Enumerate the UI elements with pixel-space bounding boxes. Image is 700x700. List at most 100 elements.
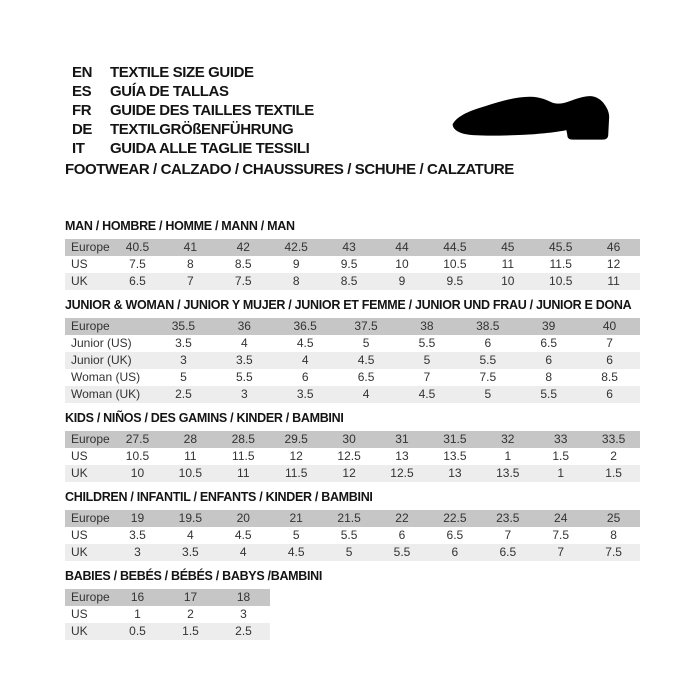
size-value: 13 [395,449,409,463]
size-value: 24 [554,511,568,525]
size-value: 7.5 [234,274,252,288]
size-value: 21 [289,511,303,525]
size-value: 32 [501,432,515,446]
size-value: 11.5 [284,466,308,480]
table-row: US 1 2 3 [65,606,270,623]
size-value: 6 [398,528,406,542]
size-value: 7.5 [552,528,570,542]
size-value: 11.5 [232,449,255,463]
language-code: DE [72,121,93,138]
row-label: US [71,449,88,463]
table-row: Europe 40.5 41 42 42.5 43 44 44.5 45 45.5 46 [65,239,640,256]
size-table-title: JUNIOR & WOMAN / JUNIOR Y MUJER / JUNIOR… [65,298,632,312]
size-value: 11 [184,449,197,463]
size-value: 44 [395,240,409,254]
size-value: 10 [395,257,409,271]
size-table-title: CHILDREN / INFANTIL / ENFANTS / KINDER /… [65,490,373,504]
size-value: 4.5 [234,528,252,542]
size-value: 6 [606,387,613,401]
size-value: 3 [134,545,141,559]
size-value: 3.5 [182,545,199,559]
row-label: Junior (UK) [71,353,132,367]
size-value: 8 [292,274,300,288]
size-value: 2 [187,607,194,621]
size-value: 10 [130,466,145,480]
size-value: 1 [557,466,565,480]
size-value: 1.5 [552,449,570,463]
row-label: Europe [71,590,110,604]
size-value: 31 [395,432,409,446]
size-value: 40.5 [125,240,150,254]
size-table-section: CHILDREN / INFANTIL / ENFANTS / KINDER /… [65,491,640,561]
row-label: US [71,607,88,621]
size-value: 2.5 [235,624,252,638]
language-label: GUÍA DE TALLAS [110,83,229,100]
language-label: TEXTILGRÖßENFÜHRUNG [110,121,294,138]
row-label: UK [71,624,88,638]
row-label: US [71,528,88,542]
size-value: 6.5 [499,545,517,559]
table-row: Junior (US) 3.5 4 4.5 5 5.5 6 6.5 7 [65,335,640,352]
size-value: 3.5 [175,336,192,350]
row-label: Europe [71,511,110,525]
size-value: 4.5 [287,545,305,559]
size-value: 22 [395,511,409,525]
size-value: 17 [183,590,198,604]
size-value: 12.5 [390,466,414,480]
size-value: 8 [610,528,617,542]
table-row: UK 0.5 1.5 2.5 [65,623,270,640]
size-value: 10.5 [178,466,203,480]
size-value: 12 [289,449,303,463]
size-value: 7 [557,545,565,559]
size-value: 19 [130,511,145,525]
size-value: 3 [240,607,247,621]
size-value: 1.5 [605,466,622,480]
row-label: Europe [71,432,110,446]
size-value: 45 [501,240,515,254]
size-value: 36 [237,319,251,333]
size-value: 4 [240,336,248,350]
size-value: 4 [187,528,194,542]
size-value: 5 [180,370,187,384]
size-value: 5.5 [393,545,411,559]
size-value: 31.5 [443,432,467,446]
size-value: 28 [183,432,198,446]
size-value: 4 [239,545,247,559]
size-value: 36.5 [293,319,317,333]
size-value: 13.5 [443,449,467,463]
size-table: Europe 40.5 41 42 42.5 43 44 44.5 45 45.5 46 US 7.5 8… [65,239,640,290]
language-code: IT [72,140,85,157]
language-row: DE TEXTILGRÖßENFÜHRUNG [72,120,314,139]
size-value: 4 [362,387,370,401]
size-table: Europe 27.5 28 28.5 29.5 30 31 31.5 32 33 33.5 US 10… [65,431,640,482]
row-label: UK [71,466,88,480]
size-value: 10.5 [549,274,573,288]
size-value: 42 [236,240,250,254]
size-value: 21.5 [337,511,361,525]
language-code: FR [72,102,92,119]
table-row: Europe 19 19.5 20 21 21.5 22 22.5 23.5 24 25 [65,510,640,527]
size-value: 5.5 [235,370,253,384]
size-value: 5 [423,353,431,367]
size-value: 33.5 [601,432,626,446]
size-value: 6.5 [357,370,375,384]
size-value: 19.5 [178,511,203,525]
table-row: US 3.5 4 4.5 5 5.5 6 6.5 7 7.5 8 [65,527,640,544]
row-label: UK [71,274,88,288]
size-value: 4.5 [357,353,375,367]
size-value: 8 [545,370,553,384]
language-label: GUIDE DES TAILLES TEXTILE [110,102,314,119]
table-row: Europe 16 17 18 [65,589,270,606]
size-value: 5 [292,528,300,542]
table-row: Europe 27.5 28 28.5 29.5 30 31 31.5 32 33 33.5 [65,431,640,448]
size-value: 6.5 [446,528,464,542]
size-value: 33 [554,432,568,446]
size-value: 5.5 [418,336,436,350]
size-table: Europe 19 19.5 20 21 21.5 22 22.5 23.5 24 25 US 3.5 4… [65,510,640,561]
size-value: 7 [606,336,613,350]
row-label: Woman (UK) [71,387,141,401]
size-value: 6 [301,370,309,384]
size-table-section: BABIES / BEBÉS / BÉBÉS / BABYS /BAMBINI … [65,570,640,640]
language-label: GUIDA ALLE TAGLIE TESSILI [110,140,310,157]
